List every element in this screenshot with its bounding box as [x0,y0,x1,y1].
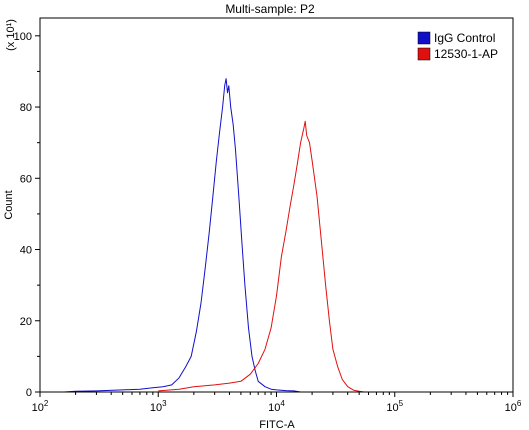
x-tick-label: 103 [150,399,167,414]
legend-label: 12530-1-AP [434,47,498,61]
y-tick-label: 20 [20,316,32,328]
legend-swatch [417,47,431,61]
x-tick-base: 10 [150,402,162,414]
legend: IgG Control 12530-1-AP [417,31,498,61]
x-tick-base: 10 [386,402,398,414]
y-axis-ticks: 0 20 40 60 80 100 [14,31,40,399]
y-tick-label: 0 [26,387,32,399]
y-tick-label: 40 [20,245,32,257]
y-tick-label: 80 [20,102,32,114]
series-line [158,120,365,393]
x-tick-exponent: 5 [399,399,404,408]
y-multiplier-label: (x 10¹) [5,19,17,51]
x-tick-exponent: 4 [280,399,285,408]
series-layer [64,78,365,393]
x-axis-label: FITC-A [259,419,295,430]
x-tick-base: 10 [268,402,280,414]
plot-frame [39,17,514,393]
x-tick-label: 104 [268,399,285,414]
legend-label: IgG Control [434,31,495,45]
chart-title: Multi-sample: P2 [225,2,315,16]
y-axis-label: Count [3,190,15,219]
x-tick-label: 106 [505,399,522,414]
x-axis-ticks: 102 103 104 105 106 [32,392,522,414]
x-tick-exponent: 6 [517,399,522,408]
legend-swatch [417,31,431,45]
y-tick-label: 60 [20,173,32,185]
series-line [64,78,301,393]
x-tick-exponent: 3 [162,399,167,408]
x-tick-base: 10 [505,402,517,414]
x-tick-exponent: 2 [44,399,49,408]
x-tick-base: 10 [32,402,44,414]
x-tick-label: 102 [32,399,49,414]
x-tick-label: 105 [386,399,403,414]
y-tick-label: 100 [14,31,32,43]
